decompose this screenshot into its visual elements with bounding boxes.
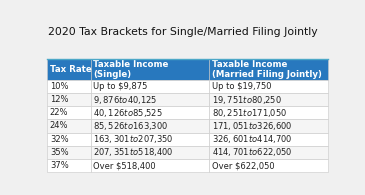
FancyBboxPatch shape bbox=[91, 146, 209, 159]
Text: 22%: 22% bbox=[50, 108, 68, 117]
Text: Tax Rate: Tax Rate bbox=[50, 65, 92, 74]
Text: $9,876 to $40,125: $9,876 to $40,125 bbox=[93, 94, 158, 105]
FancyBboxPatch shape bbox=[91, 159, 209, 172]
FancyBboxPatch shape bbox=[91, 119, 209, 133]
FancyBboxPatch shape bbox=[47, 146, 91, 159]
Text: Up to $19,750: Up to $19,750 bbox=[212, 82, 272, 91]
Text: $326,601 to $414,700: $326,601 to $414,700 bbox=[212, 133, 293, 145]
Text: $414,701 to $622,050: $414,701 to $622,050 bbox=[212, 146, 293, 158]
FancyBboxPatch shape bbox=[91, 106, 209, 119]
Text: $163,301 to $207,350: $163,301 to $207,350 bbox=[93, 133, 174, 145]
Text: $40,126 to $85,525: $40,126 to $85,525 bbox=[93, 107, 163, 119]
Text: 10%: 10% bbox=[50, 82, 68, 91]
Text: Taxable Income
(Married Filing Jointly): Taxable Income (Married Filing Jointly) bbox=[212, 60, 322, 79]
Text: 37%: 37% bbox=[50, 161, 69, 170]
Text: Up to $9,875: Up to $9,875 bbox=[93, 82, 148, 91]
Text: 2020 Tax Brackets for Single/Married Filing Jointly: 2020 Tax Brackets for Single/Married Fil… bbox=[48, 27, 318, 37]
Text: $85,526 to $163,300: $85,526 to $163,300 bbox=[93, 120, 169, 132]
FancyBboxPatch shape bbox=[47, 133, 91, 146]
Text: 12%: 12% bbox=[50, 95, 68, 104]
FancyBboxPatch shape bbox=[209, 80, 328, 93]
Text: Over $622,050: Over $622,050 bbox=[212, 161, 275, 170]
FancyBboxPatch shape bbox=[47, 119, 91, 133]
Text: Taxable Income
(Single): Taxable Income (Single) bbox=[93, 60, 169, 79]
FancyBboxPatch shape bbox=[209, 146, 328, 159]
Text: Over $518,400: Over $518,400 bbox=[93, 161, 156, 170]
FancyBboxPatch shape bbox=[47, 106, 91, 119]
FancyBboxPatch shape bbox=[209, 106, 328, 119]
FancyBboxPatch shape bbox=[91, 93, 209, 106]
Text: $19,751 to $80,250: $19,751 to $80,250 bbox=[212, 94, 282, 105]
FancyBboxPatch shape bbox=[209, 159, 328, 172]
Text: 24%: 24% bbox=[50, 121, 68, 130]
Text: 32%: 32% bbox=[50, 135, 69, 144]
FancyBboxPatch shape bbox=[209, 119, 328, 133]
FancyBboxPatch shape bbox=[209, 133, 328, 146]
FancyBboxPatch shape bbox=[91, 133, 209, 146]
FancyBboxPatch shape bbox=[47, 93, 91, 106]
Text: $80,251 to $171,050: $80,251 to $171,050 bbox=[212, 107, 287, 119]
Text: 35%: 35% bbox=[50, 148, 69, 157]
FancyBboxPatch shape bbox=[91, 59, 209, 80]
FancyBboxPatch shape bbox=[47, 80, 91, 93]
Text: $171,051 to $326,600: $171,051 to $326,600 bbox=[212, 120, 293, 132]
FancyBboxPatch shape bbox=[209, 59, 328, 80]
Text: $207,351 to $518,400: $207,351 to $518,400 bbox=[93, 146, 174, 158]
FancyBboxPatch shape bbox=[47, 159, 91, 172]
FancyBboxPatch shape bbox=[209, 93, 328, 106]
FancyBboxPatch shape bbox=[91, 80, 209, 93]
FancyBboxPatch shape bbox=[47, 59, 91, 80]
